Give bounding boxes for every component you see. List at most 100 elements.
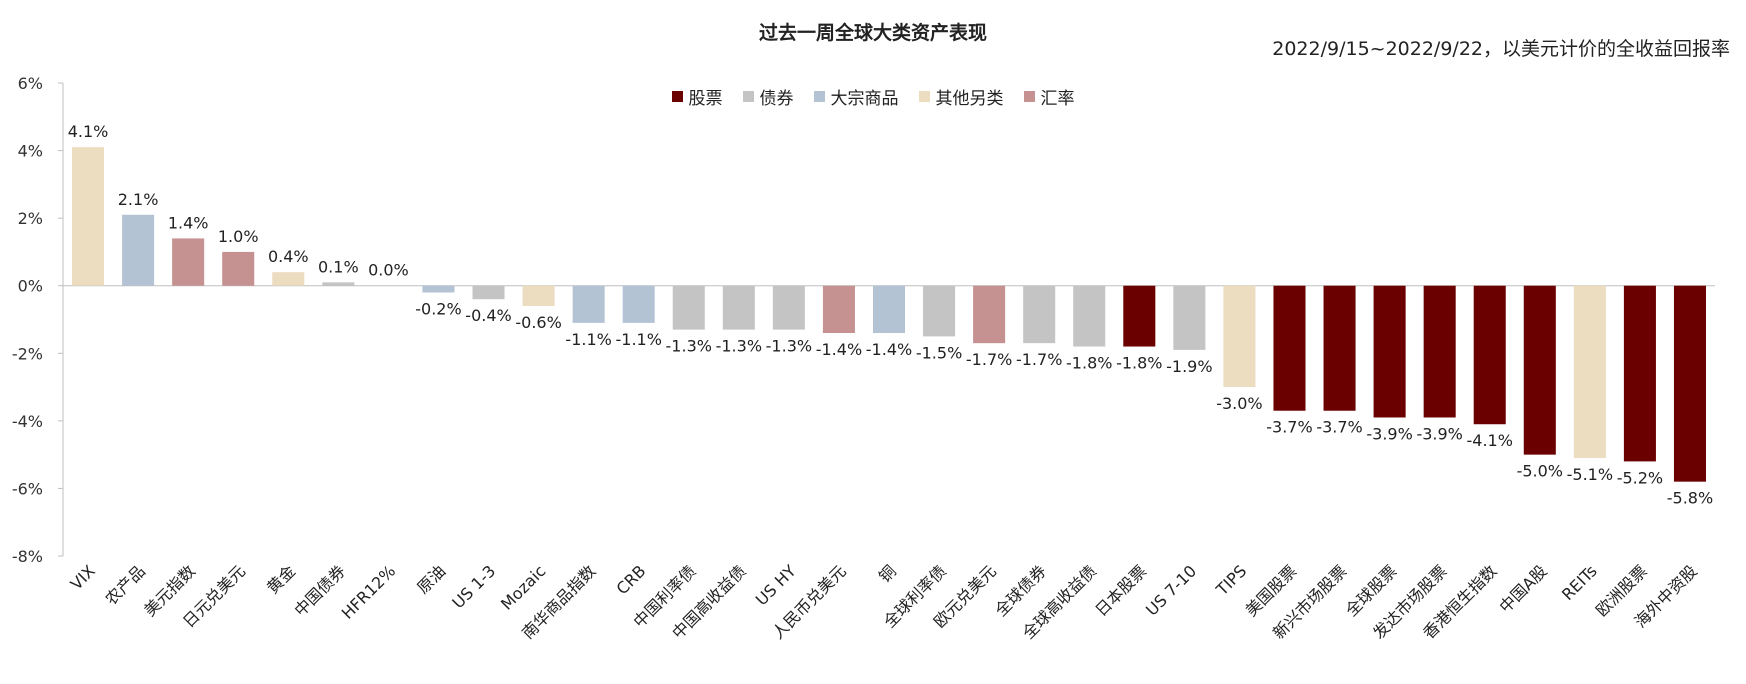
data-label: -1.8% <box>1116 354 1162 373</box>
data-label: -3.9% <box>1416 424 1462 443</box>
data-label: -1.3% <box>716 337 762 356</box>
y-tick-label: 6% <box>18 74 43 93</box>
x-tick-label: VIX <box>67 561 99 593</box>
bar <box>472 285 505 300</box>
data-label: -1.9% <box>1166 357 1212 376</box>
legend-item: 债券 <box>742 84 794 109</box>
y-tick-label: -6% <box>12 479 43 498</box>
data-label: -5.8% <box>1667 489 1713 508</box>
data-label: -0.4% <box>465 306 511 325</box>
data-label: 1.0% <box>218 227 259 246</box>
x-tick-label: 日本股票 <box>1091 561 1150 620</box>
legend-label: 其他另类 <box>935 89 1004 109</box>
data-label: -1.8% <box>1066 354 1112 373</box>
bar <box>872 285 906 334</box>
legend-swatch <box>1023 91 1035 102</box>
x-tick-label: 农产品 <box>102 561 149 608</box>
bar <box>122 214 155 286</box>
data-label: 4.1% <box>68 122 109 141</box>
legend-label: 大宗商品 <box>830 89 899 109</box>
data-label: -3.0% <box>1216 394 1262 413</box>
x-tick-label: TIPS <box>1212 561 1250 599</box>
bar <box>1323 285 1356 411</box>
legend-item: 汇率 <box>1023 84 1075 109</box>
bar <box>1173 285 1206 350</box>
data-label: 0.0% <box>368 261 409 280</box>
x-tick-label: 黄金 <box>263 561 299 597</box>
x-tick-label: 中国A股 <box>1495 561 1550 616</box>
legend: 股票 债券 大宗商品 其他另类 汇率 <box>0 84 1746 109</box>
data-label: -1.1% <box>615 330 661 349</box>
bar <box>1523 285 1556 455</box>
x-tick-label: US 1-3 <box>448 561 499 612</box>
y-tick-label: 4% <box>18 142 43 161</box>
legend-label: 债券 <box>759 89 794 109</box>
data-label: -3.9% <box>1366 424 1412 443</box>
y-tick-label: -8% <box>12 547 43 566</box>
y-axis: -8% -6% -4% -2% 0% 2% 4% 6% <box>12 74 1715 566</box>
data-label: -1.5% <box>916 343 962 362</box>
chart-title: 过去一周全球大类资产表现 <box>758 22 987 44</box>
bar <box>272 272 305 286</box>
data-label: -3.7% <box>1316 418 1362 437</box>
bar <box>822 285 855 334</box>
data-label: 1.4% <box>168 213 209 232</box>
data-label: -3.7% <box>1266 418 1312 437</box>
data-label: 0.1% <box>318 257 359 276</box>
y-tick-label: 2% <box>18 209 43 228</box>
data-label: -0.2% <box>415 299 461 318</box>
data-label: 0.4% <box>268 247 309 266</box>
bar <box>1673 285 1706 482</box>
bar <box>1573 285 1606 459</box>
bar <box>772 285 805 330</box>
bar <box>1023 285 1056 344</box>
legend-swatch <box>813 91 825 102</box>
bar <box>572 285 605 323</box>
data-label: -1.4% <box>866 340 912 359</box>
data-label: -1.1% <box>565 330 611 349</box>
data-label: -0.6% <box>515 313 561 332</box>
legend-item: 其他另类 <box>918 84 1004 109</box>
bar <box>923 285 956 337</box>
data-label: -5.0% <box>1517 462 1563 481</box>
legend-item: 股票 <box>671 84 723 109</box>
legend-item: 大宗商品 <box>813 84 899 109</box>
bar <box>72 147 105 286</box>
data-label: -1.3% <box>666 337 712 356</box>
x-tick-label: CRB <box>613 561 650 598</box>
bars <box>72 147 1706 482</box>
bar <box>973 285 1006 344</box>
data-label: -1.4% <box>816 340 862 359</box>
bar <box>522 285 555 306</box>
bar <box>722 285 755 330</box>
data-label: -1.7% <box>966 350 1012 369</box>
bar <box>1423 285 1456 418</box>
bar <box>1473 285 1506 425</box>
x-tick-label: HFR12% <box>338 561 399 622</box>
x-tick-label: 原油 <box>413 561 449 597</box>
y-tick-label: -4% <box>12 412 43 431</box>
x-tick-label: REITs <box>1558 561 1601 604</box>
bar <box>1273 285 1306 411</box>
x-tick-label: 铜 <box>875 561 900 586</box>
bar <box>322 282 355 286</box>
bar <box>1373 285 1406 418</box>
data-label: -1.7% <box>1016 350 1062 369</box>
bar <box>422 285 455 293</box>
bar <box>672 285 705 330</box>
legend-label: 汇率 <box>1040 89 1075 109</box>
legend-swatch <box>671 91 683 102</box>
legend-label: 股票 <box>688 89 723 109</box>
bar <box>222 251 255 286</box>
bar <box>1223 285 1256 388</box>
bar <box>1073 285 1106 347</box>
bar <box>1623 285 1656 462</box>
y-tick-label: -2% <box>12 344 43 363</box>
chart-subtitle: 2022/9/15~2022/9/22，以美元计价的全收益回报率 <box>1272 38 1730 60</box>
data-label: -1.3% <box>766 337 812 356</box>
x-tick-label: US HY <box>752 561 800 609</box>
bar <box>622 285 655 323</box>
data-label: -5.2% <box>1617 468 1663 487</box>
